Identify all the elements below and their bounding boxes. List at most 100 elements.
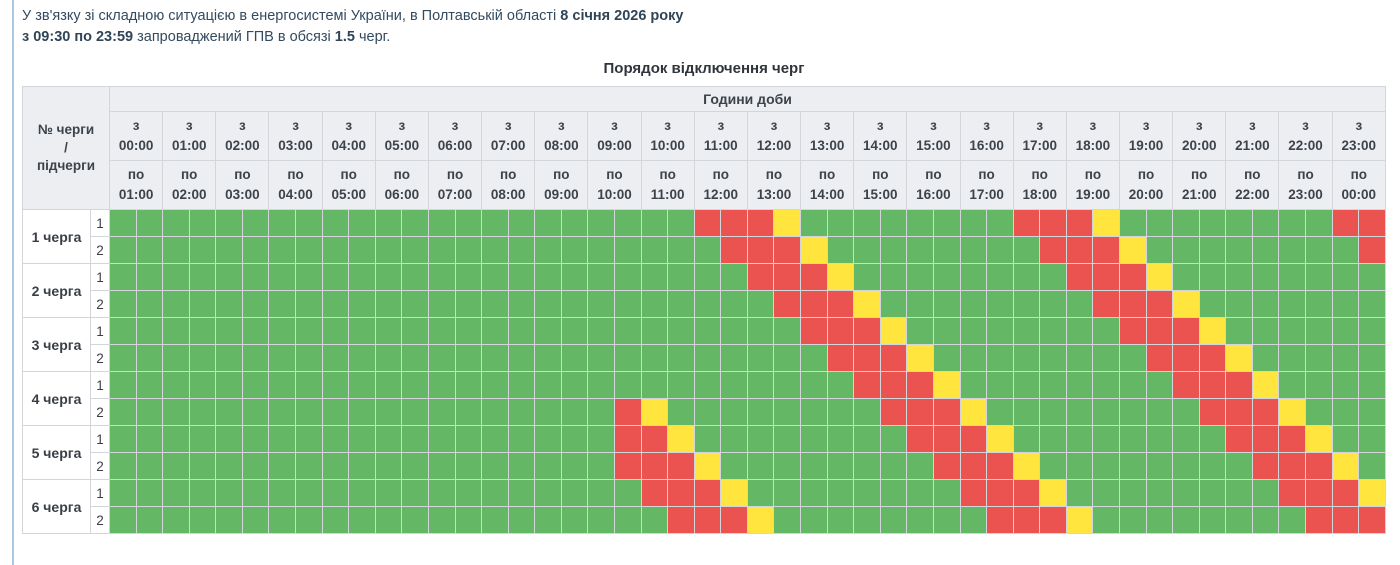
slot-power-on [268, 371, 297, 400]
slot-power-on [374, 479, 403, 508]
slot-power-on [1198, 209, 1227, 238]
slot-power-on [932, 506, 961, 535]
slot-power-on [932, 479, 961, 508]
hour-to-cell: по 13:00 [746, 160, 802, 211]
slot-power-on [906, 236, 934, 265]
queue-label: 6 черга [22, 479, 91, 535]
slot-power-on [667, 209, 695, 238]
slot-power-on [481, 317, 509, 346]
slot-power-off [1172, 317, 1200, 346]
slot-power-off [906, 371, 934, 400]
outage-schedule-table: № черги / підчерги Години доби з 00:00 з 01… [22, 86, 1387, 535]
slot-power-on [932, 317, 961, 346]
hour-from-cell: з 02:00 [215, 111, 270, 162]
slot-power-off [932, 398, 961, 427]
hour-from-cell: з 12:00 [746, 111, 802, 162]
slot-power-on [1092, 479, 1120, 508]
intro-text: У зв'язку зі складною ситуацією в енерго… [22, 6, 1386, 48]
slot-power-on [162, 317, 190, 346]
schedule-row: 1 черга 1 [22, 209, 1386, 265]
slot-power-on [587, 425, 615, 454]
slot-power-on [427, 506, 456, 535]
slot-power-off [1358, 506, 1386, 535]
slot-power-off [1012, 479, 1041, 508]
slot-power-on [481, 344, 509, 373]
slot-power-on [800, 425, 828, 454]
slot-power-on [959, 371, 988, 400]
slot-power-on [1039, 425, 1067, 454]
slot-power-on [427, 290, 456, 319]
slot-power-on [1251, 209, 1280, 238]
slot-power-on [1145, 236, 1174, 265]
slot-power-on [215, 425, 243, 454]
slot-power-on [613, 209, 642, 238]
slot-power-on [1278, 209, 1307, 238]
slot-power-on [481, 236, 509, 265]
slot-power-on [295, 479, 323, 508]
hour-to-cell: по 02:00 [162, 160, 217, 211]
slot-power-off [640, 452, 669, 481]
slot-power-on [1331, 290, 1360, 319]
slot-power-on [268, 236, 297, 265]
slot-power-on [454, 209, 483, 238]
slot-power-on [162, 263, 190, 292]
slot-power-off [773, 290, 802, 319]
slot-power-on [1305, 209, 1333, 238]
slot-power-on [906, 452, 934, 481]
slot-power-off [853, 317, 881, 346]
slot-power-on [241, 452, 270, 481]
slot-power-on [241, 263, 270, 292]
slot-power-on [188, 236, 217, 265]
slot-power-on [109, 263, 137, 292]
slot-power-on [746, 398, 775, 427]
slot-power-on [268, 209, 297, 238]
slot-power-on [1118, 398, 1147, 427]
slot-power-off [613, 398, 642, 427]
slot-power-on [1225, 506, 1253, 535]
slot-power-off [1331, 506, 1360, 535]
slot-power-off [613, 425, 642, 454]
slot-power-on [162, 425, 190, 454]
slot-power-off [1198, 398, 1227, 427]
slot-power-on [932, 263, 961, 292]
slot-power-on [454, 452, 483, 481]
slot-power-off [1251, 398, 1280, 427]
slot-power-on [1305, 317, 1333, 346]
slot-power-on [1225, 263, 1253, 292]
slot-power-on [1358, 344, 1386, 373]
slot-power-on [188, 506, 217, 535]
slot-power-on [667, 398, 695, 427]
slot-power-on [534, 452, 562, 481]
slot-power-on [879, 479, 908, 508]
slot-power-off [879, 398, 908, 427]
slot-power-on [800, 506, 828, 535]
slot-power-on [109, 506, 137, 535]
slot-power-on [1065, 398, 1094, 427]
slot-power-on [1358, 371, 1386, 400]
slot-power-on [507, 263, 536, 292]
slot-power-on [534, 425, 562, 454]
slot-power-on [507, 371, 536, 400]
slot-power-off [1118, 317, 1147, 346]
hour-to-cell: по 05:00 [321, 160, 376, 211]
slot-power-on [1012, 344, 1041, 373]
slot-power-on [481, 371, 509, 400]
slot-power-off [1198, 371, 1227, 400]
slot-power-on [693, 263, 722, 292]
slot-power-on [986, 209, 1014, 238]
slot-power-on [640, 209, 669, 238]
slot-possible-outage [1358, 479, 1386, 508]
hour-from-cell: з 18:00 [1065, 111, 1120, 162]
slot-power-on [215, 236, 243, 265]
hour-from-cell: з 06:00 [427, 111, 483, 162]
subqueue-label: 2 [90, 506, 110, 535]
slot-power-on [853, 425, 881, 454]
slot-power-on [1092, 317, 1120, 346]
slot-power-on [507, 398, 536, 427]
slot-power-on [162, 506, 190, 535]
slot-power-off [826, 344, 855, 373]
slot-power-on [853, 398, 881, 427]
slot-power-on [1225, 452, 1253, 481]
slot-power-off [932, 425, 961, 454]
slot-power-on [1039, 398, 1067, 427]
